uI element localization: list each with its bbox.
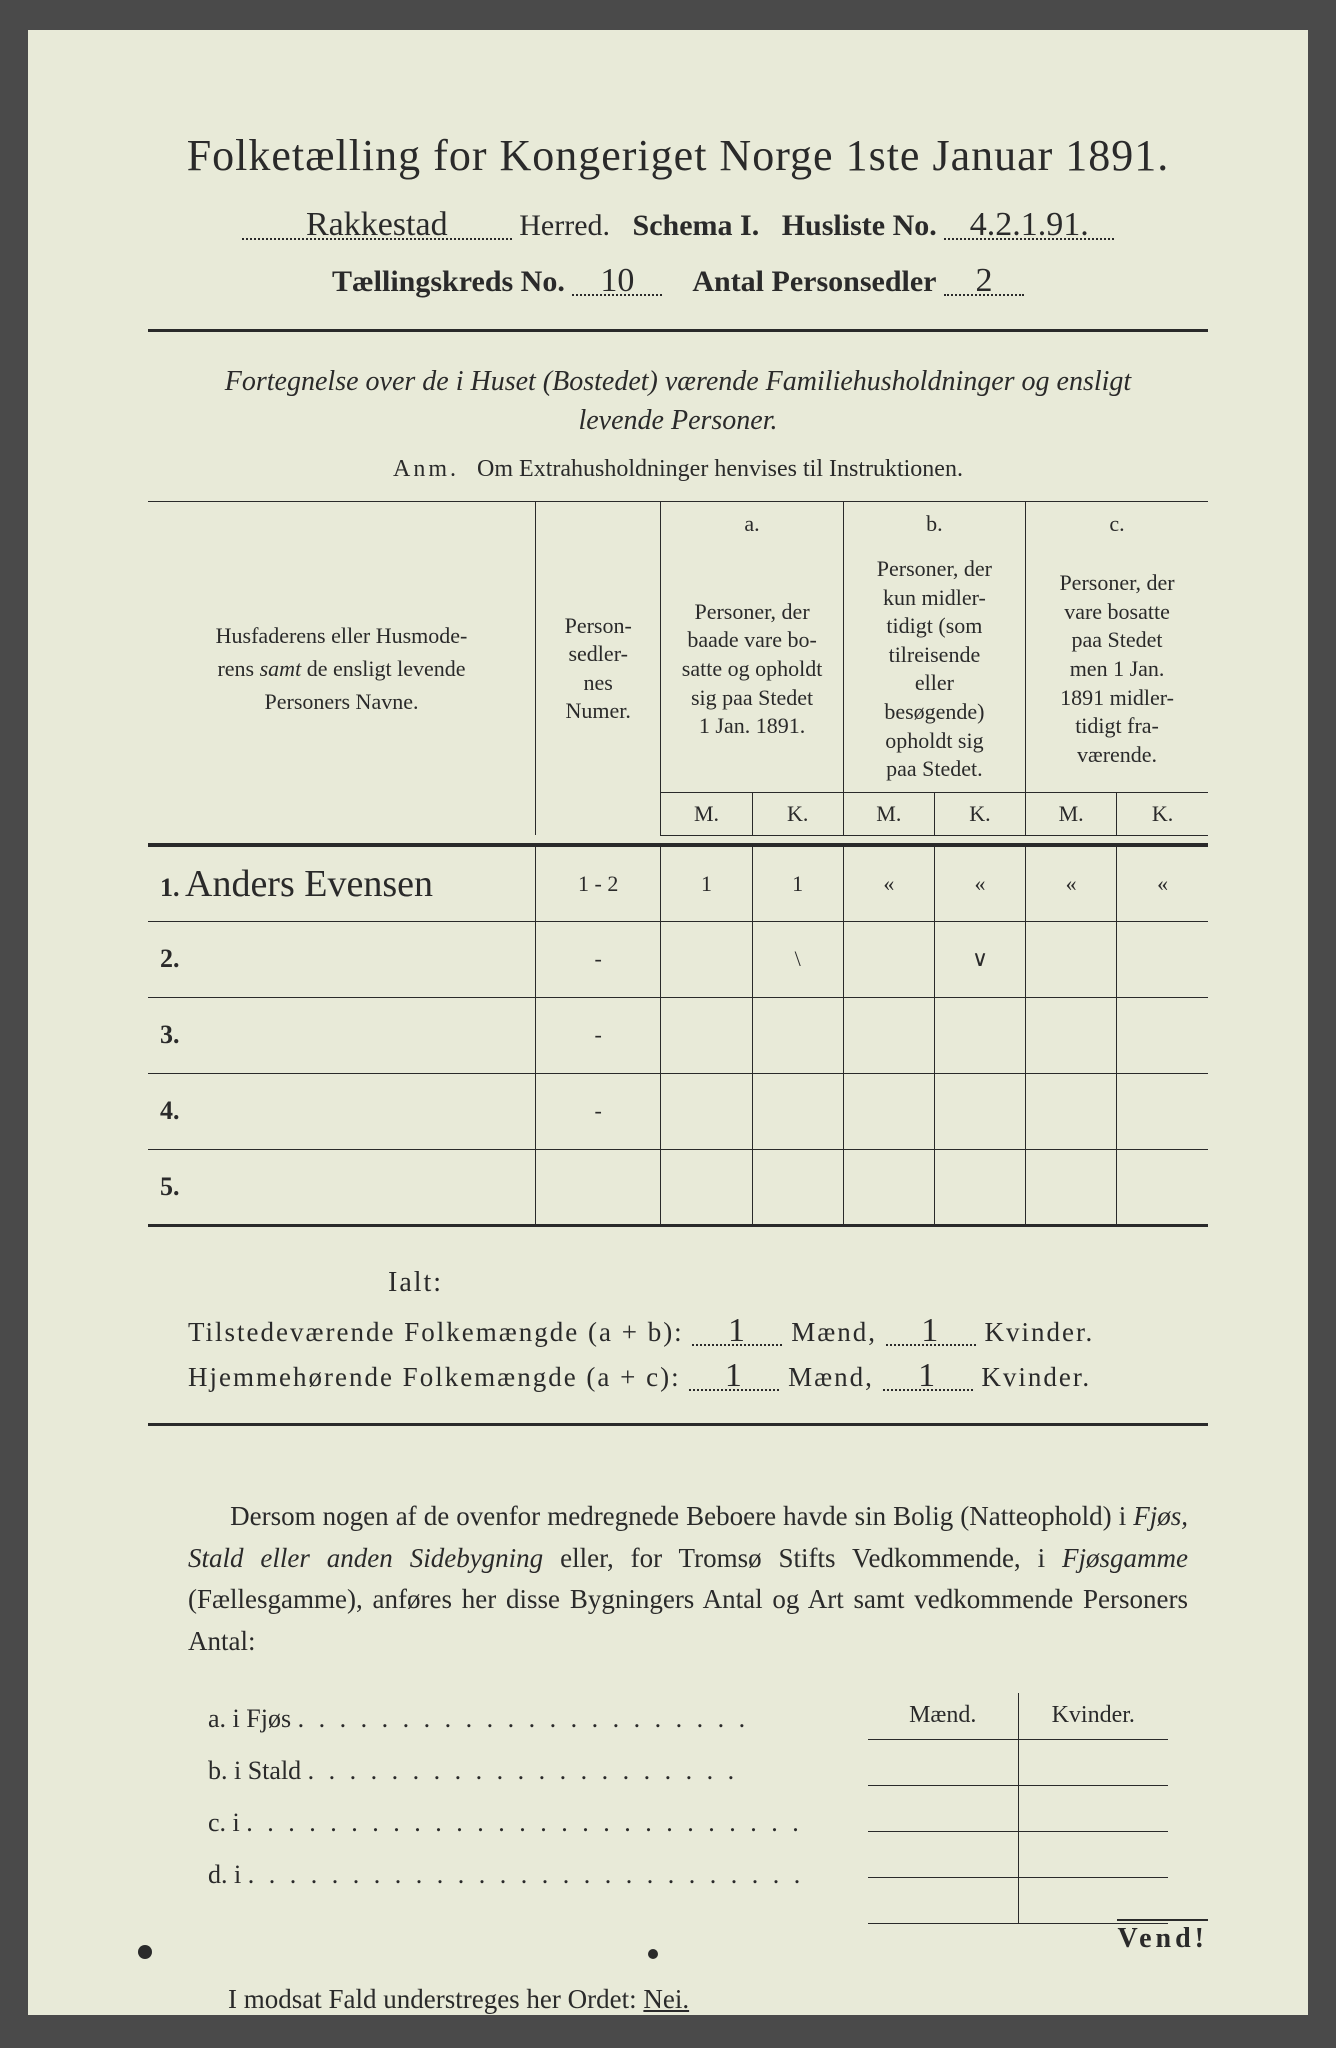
table-row: 5. (148, 1149, 1208, 1225)
subtitle: Fortegnelse over de i Huset (Bostedet) v… (188, 362, 1168, 440)
header-line-2: Rakkestad Herred. Schema I. Husliste No.… (148, 209, 1208, 243)
husliste-label: Husliste No. (782, 209, 937, 242)
outbuilding-paragraph: Dersom nogen af de ovenfor medregnede Be… (188, 1496, 1188, 1663)
divider (148, 1423, 1208, 1426)
col-numer: Person-sedler-nesNumer. (536, 502, 661, 835)
header-line-3: Tællingskreds No. 10 Antal Personsedler … (148, 265, 1208, 299)
col-a-m: M. (661, 792, 752, 835)
mk-kvinder: Kvinder. (1018, 1693, 1168, 1739)
col-c-label: c. (1026, 502, 1208, 547)
punch-hole-icon (138, 1945, 152, 1959)
page-title: Folketælling for Kongeriget Norge 1ste J… (148, 130, 1208, 181)
kreds-label: Tællingskreds No. (332, 265, 565, 298)
col-b-k: K. (934, 792, 1025, 835)
col-a-label: a. (661, 502, 843, 547)
mk-maend: Mænd. (868, 1693, 1018, 1739)
modsat-line: I modsat Fald understreges her Ordet: Ne… (228, 1984, 1208, 2015)
herred-label: Herred. (519, 209, 610, 242)
schema-label: Schema I. (633, 209, 760, 242)
col-b-m: M. (843, 792, 934, 835)
col-a-k: K. (752, 792, 843, 835)
husliste-field: 4.2.1.91. (944, 211, 1114, 240)
col-a-text: Personer, derbaade vare bo-satte og opho… (661, 547, 843, 792)
col-b-text: Personer, derkun midler-tidigt (somtilre… (843, 547, 1025, 792)
col-b-label: b. (843, 502, 1025, 547)
sum-resident: Hjemmehørende Folkemængde (a + c): 1 Mæn… (188, 1362, 1208, 1393)
col-names: Husfaderens eller Husmode-rens samt de e… (148, 502, 536, 835)
col-c-k: K. (1117, 792, 1208, 835)
anm-text: Om Extrahusholdninger henvises til Instr… (477, 456, 963, 482)
nei-word: Nei. (643, 1984, 689, 2014)
herred-field: Rakkestad (242, 211, 512, 240)
col-c-m: M. (1026, 792, 1117, 835)
table-row: 2. - \ ∨ (148, 921, 1208, 997)
census-table: Husfaderens eller Husmode-rens samt de e… (148, 501, 1208, 1226)
table-row: 4. - (148, 1073, 1208, 1149)
ialt-label: Ialt: (388, 1267, 1208, 1299)
table-row: 3. - (148, 997, 1208, 1073)
anm-note: Anm. Om Extrahusholdninger henvises til … (148, 456, 1208, 483)
punch-hole-icon (648, 1949, 658, 1959)
mk-small-table: Mænd. Kvinder. (868, 1693, 1168, 1924)
col-c-text: Personer, dervare bosattepaa Stedetmen 1… (1026, 547, 1208, 792)
antal-field: 2 (944, 267, 1024, 296)
divider (148, 329, 1208, 332)
vend-label: Vend! (1117, 1919, 1208, 1955)
sum-present: Tilstedeværende Folkemængde (a + b): 1 M… (188, 1317, 1208, 1348)
antal-label: Antal Personsedler (692, 265, 936, 298)
census-form-page: Folketælling for Kongeriget Norge 1ste J… (28, 30, 1308, 2015)
kreds-field: 10 (572, 267, 662, 296)
anm-prefix: Anm. (393, 456, 459, 482)
table-row: 1. Anders Evensen 1 - 2 1 1 « « « « (148, 845, 1208, 921)
